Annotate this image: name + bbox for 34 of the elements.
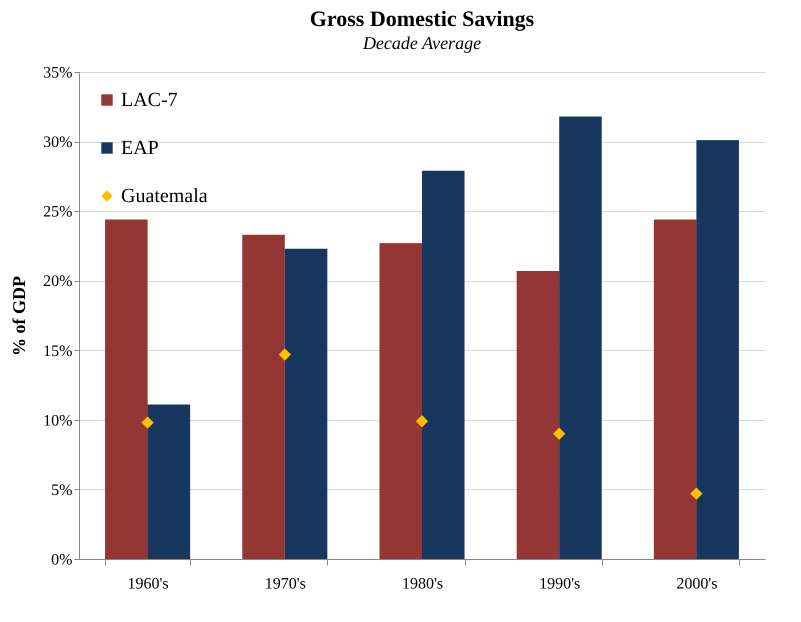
x-tick-label: 1990's <box>539 576 580 592</box>
bar <box>559 116 602 559</box>
bar <box>379 243 422 559</box>
y-tick-label: 5% <box>51 482 72 499</box>
bar <box>242 234 285 559</box>
y-tick-label: 10% <box>43 412 72 430</box>
bar <box>654 219 696 559</box>
chart-title: Gross Domestic Savings <box>310 6 535 31</box>
point <box>690 487 703 500</box>
bar <box>516 270 560 559</box>
y-tick-label: 30% <box>43 134 72 152</box>
legend-label: Guatemala <box>121 185 208 207</box>
bar <box>696 140 739 559</box>
x-tick-label: 2000's <box>676 576 718 592</box>
legend-label: LAC-7 <box>121 89 178 111</box>
legend-label: EAP <box>121 137 159 159</box>
y-tick-label: 0% <box>51 552 72 568</box>
x-tick-label: 1980's <box>402 576 444 592</box>
y-tick-label: 20% <box>43 273 72 290</box>
point <box>278 348 291 361</box>
y-tick-label: 15% <box>43 342 72 360</box>
bar <box>105 219 148 559</box>
y-tick-label: 25% <box>43 204 72 221</box>
bar <box>148 404 190 559</box>
x-tick-label: 1960's <box>128 576 169 592</box>
chart-subtitle: Decade Average <box>362 33 482 53</box>
y-axis-title: % of GDP <box>9 276 30 356</box>
x-tick-label: 1970's <box>264 576 306 592</box>
bar <box>284 248 328 559</box>
point <box>141 416 154 429</box>
point <box>416 415 428 428</box>
y-tick-label: 35% <box>43 64 72 82</box>
bar <box>422 170 465 559</box>
point <box>553 428 566 440</box>
